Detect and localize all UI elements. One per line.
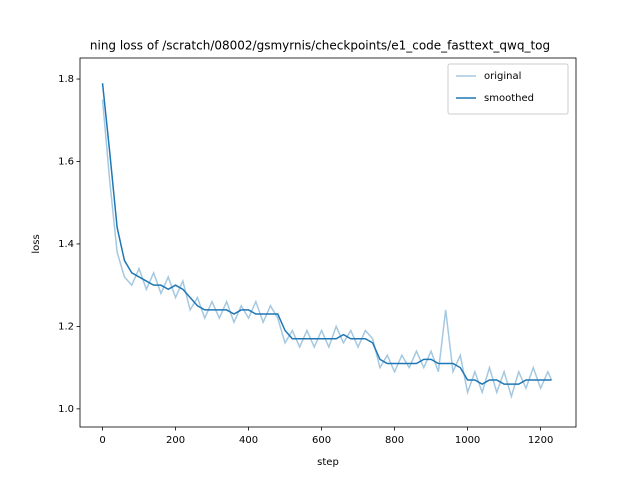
x-axis-label: step bbox=[317, 457, 339, 468]
x-tick-label: 1200 bbox=[528, 435, 553, 446]
y-tick-label: 1.4 bbox=[58, 239, 74, 250]
line-original bbox=[101, 99, 553, 400]
y-axis-label: loss bbox=[31, 234, 42, 253]
x-tick-label: 0 bbox=[99, 435, 105, 446]
x-tick-label: 1000 bbox=[455, 435, 480, 446]
y-tick-label: 1.2 bbox=[58, 321, 74, 332]
legend-label: original bbox=[484, 71, 521, 82]
x-tick-label: 800 bbox=[385, 435, 404, 446]
y-tick-label: 1.8 bbox=[58, 74, 74, 85]
x-tick-label: 200 bbox=[166, 435, 185, 446]
legend-box bbox=[447, 63, 569, 115]
legend-label: smoothed bbox=[484, 93, 534, 104]
line-smoothed bbox=[101, 83, 552, 385]
y-tick-label: 1.6 bbox=[58, 156, 74, 167]
chart-title: ning loss of /scratch/08002/gsmyrnis/che… bbox=[90, 39, 550, 53]
y-tick-label: 1.0 bbox=[58, 404, 74, 415]
plot-frame bbox=[79, 57, 577, 428]
x-tick-label: 600 bbox=[312, 435, 331, 446]
x-tick-label: 400 bbox=[239, 435, 258, 446]
